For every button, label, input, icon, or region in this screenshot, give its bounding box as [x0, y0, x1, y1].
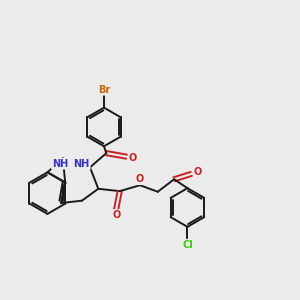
Text: Br: Br [98, 85, 110, 95]
Text: O: O [194, 167, 202, 176]
Text: O: O [136, 174, 144, 184]
Text: Cl: Cl [182, 240, 193, 250]
Text: NH: NH [74, 159, 90, 170]
Text: O: O [129, 153, 137, 163]
Text: NH: NH [52, 159, 68, 169]
Text: O: O [112, 210, 120, 220]
